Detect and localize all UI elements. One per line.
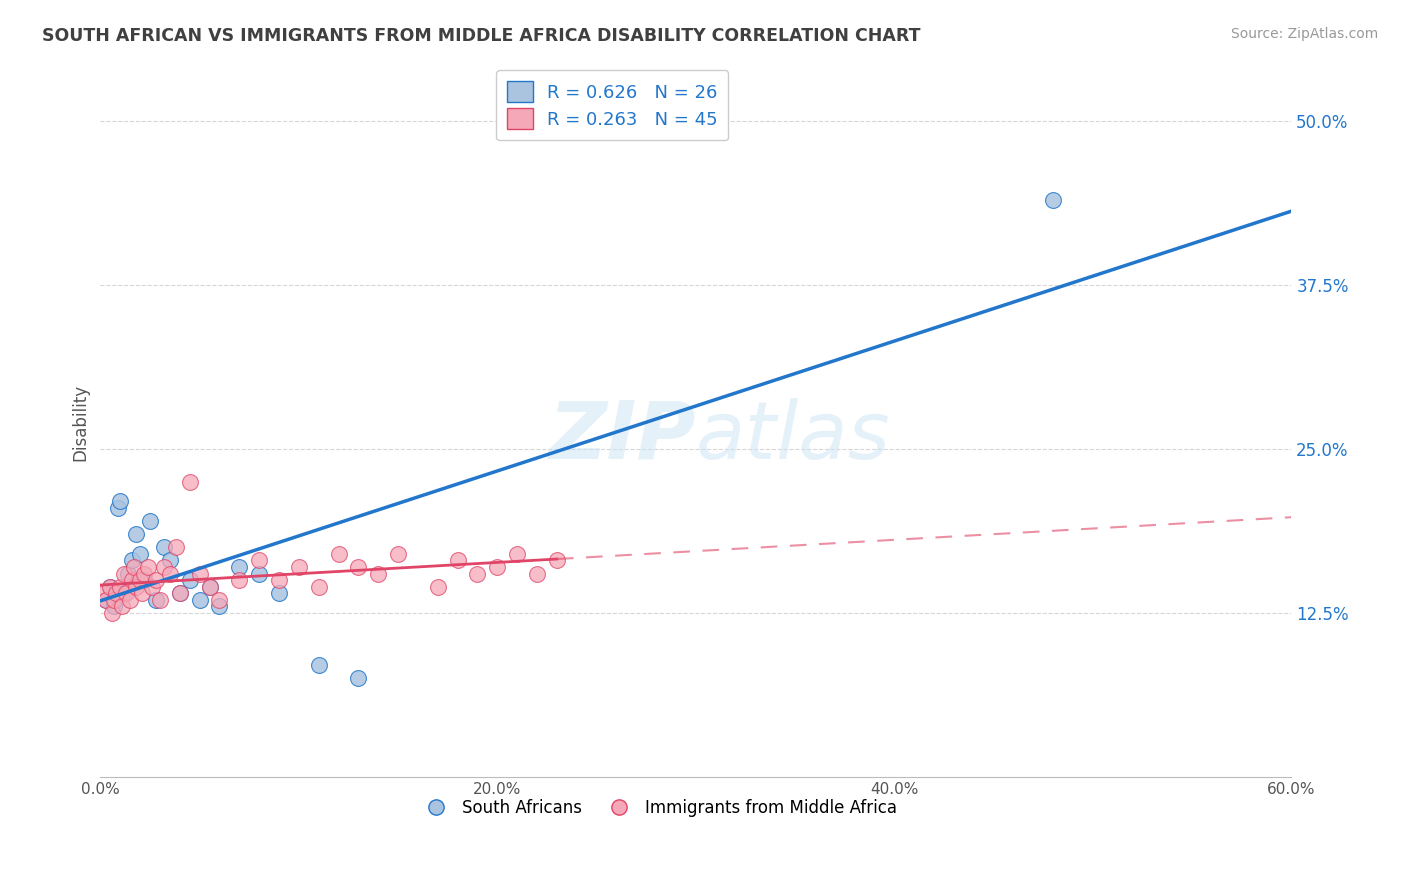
Point <box>546 553 568 567</box>
Point <box>149 592 172 607</box>
Point <box>367 566 389 581</box>
Point <box>347 560 370 574</box>
Point <box>208 592 231 607</box>
Point <box>108 580 131 594</box>
Point <box>247 566 270 581</box>
Y-axis label: Disability: Disability <box>72 384 89 461</box>
Legend: South Africans, Immigrants from Middle Africa: South Africans, Immigrants from Middle A… <box>415 790 905 825</box>
Point <box>179 475 201 489</box>
Point <box>159 566 181 581</box>
Point <box>347 672 370 686</box>
Text: Source: ZipAtlas.com: Source: ZipAtlas.com <box>1230 27 1378 41</box>
Point <box>141 580 163 594</box>
Point <box>165 541 187 555</box>
Point <box>228 573 250 587</box>
Point <box>96 592 118 607</box>
Point <box>169 586 191 600</box>
Point <box>98 580 121 594</box>
Point <box>108 494 131 508</box>
Point <box>153 560 176 574</box>
Point <box>125 527 148 541</box>
Point <box>117 566 139 581</box>
Text: ZIP: ZIP <box>548 398 696 475</box>
Point <box>136 560 159 574</box>
Point <box>198 580 221 594</box>
Point <box>101 606 124 620</box>
Text: SOUTH AFRICAN VS IMMIGRANTS FROM MIDDLE AFRICA DISABILITY CORRELATION CHART: SOUTH AFRICAN VS IMMIGRANTS FROM MIDDLE … <box>42 27 921 45</box>
Point <box>115 586 138 600</box>
Point <box>328 547 350 561</box>
Point <box>125 580 148 594</box>
Point <box>526 566 548 581</box>
Point <box>153 541 176 555</box>
Point <box>105 586 128 600</box>
Point <box>188 566 211 581</box>
Point <box>129 573 152 587</box>
Point <box>506 547 529 561</box>
Point <box>93 586 115 600</box>
Point <box>107 500 129 515</box>
Point <box>198 580 221 594</box>
Point <box>446 553 468 567</box>
Point <box>132 573 155 587</box>
Point <box>120 592 142 607</box>
Point <box>1042 193 1064 207</box>
Point <box>121 573 143 587</box>
Point <box>308 658 330 673</box>
Point <box>267 573 290 587</box>
Point <box>112 566 135 581</box>
Point <box>111 599 134 614</box>
Point <box>98 580 121 594</box>
Point <box>208 599 231 614</box>
Point <box>387 547 409 561</box>
Point <box>145 592 167 607</box>
Point <box>228 560 250 574</box>
Point <box>145 573 167 587</box>
Text: atlas: atlas <box>696 398 890 475</box>
Point <box>159 553 181 567</box>
Point <box>122 560 145 574</box>
Point <box>103 599 125 614</box>
Point <box>247 553 270 567</box>
Point <box>112 586 135 600</box>
Point <box>188 592 211 607</box>
Point <box>96 592 118 607</box>
Point <box>139 514 162 528</box>
Point <box>486 560 509 574</box>
Point <box>169 586 191 600</box>
Point <box>426 580 449 594</box>
Point <box>288 560 311 574</box>
Point <box>121 553 143 567</box>
Point <box>179 573 201 587</box>
Point <box>467 566 489 581</box>
Point <box>129 547 152 561</box>
Point <box>131 586 153 600</box>
Point <box>308 580 330 594</box>
Point <box>132 566 155 581</box>
Point <box>267 586 290 600</box>
Point <box>103 592 125 607</box>
